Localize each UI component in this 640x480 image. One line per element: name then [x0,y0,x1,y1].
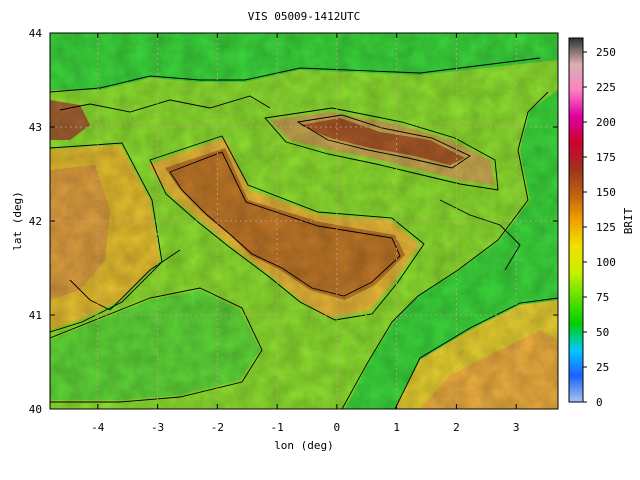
y-tick-label: 41 [29,309,42,322]
colorbar-tick-label: 125 [596,221,616,234]
contour-coast-east [341,91,549,409]
x-tick-label: 1 [393,421,400,434]
contour-misc-1 [59,95,271,113]
contour-misc-3 [439,199,521,271]
x-tick-label: -3 [151,421,164,434]
contour-pyrenees-a [264,107,499,191]
contour-coast-north [50,57,541,93]
colorbar-gradient [568,37,584,403]
colorbar-tick-label: 250 [596,46,616,59]
colorbar-tick-label: 175 [596,151,616,164]
x-tick-label: 2 [453,421,460,434]
y-tick-label: 42 [29,215,42,228]
y-tick-label: 40 [29,403,42,416]
y-axis: 40 41 42 43 44 [29,27,558,416]
colorbar-label: BRIT [622,207,635,234]
map-area [50,33,558,409]
x-tick-label: -2 [211,421,224,434]
colorbar-tick-label: 75 [596,291,609,304]
y-axis-label: lat (deg) [11,191,24,251]
colorbar-tick-label: 0 [596,396,603,409]
contour-lines [50,57,558,409]
colorbar-tick-label: 25 [596,361,609,374]
contour-ebro-inner [169,151,401,297]
x-tick-label: 3 [513,421,520,434]
colorbar-tick-label: 200 [596,116,616,129]
x-axis-label: lon (deg) [274,439,334,452]
y-tick-label: 43 [29,121,42,134]
y-tick-label: 44 [29,27,43,40]
colorbar-tick-label: 225 [596,81,616,94]
chart-title: VIS 05009-1412UTC [248,10,361,23]
colorbar-tick-label: 150 [596,186,616,199]
contour-valencia [394,297,558,409]
colorbar-tick-label: 50 [596,326,609,339]
colorbar-ticks: 0 25 50 75 100 125 150 175 200 225 250 [583,46,616,409]
x-tick-label: -1 [270,421,283,434]
x-axis: -4 -3 -2 -1 0 1 2 3 [91,33,519,434]
contour-ebro [149,135,425,321]
x-tick-label: 0 [334,421,341,434]
contour-misc-2 [69,249,181,311]
colorbar: 0 25 50 75 100 125 150 175 200 225 250 BRIT [568,37,635,409]
contour-iberian [50,287,263,403]
contour-pyrenees-b [296,114,471,169]
colorbar-tick-label: 100 [596,256,616,269]
x-tick-label: -4 [91,421,105,434]
